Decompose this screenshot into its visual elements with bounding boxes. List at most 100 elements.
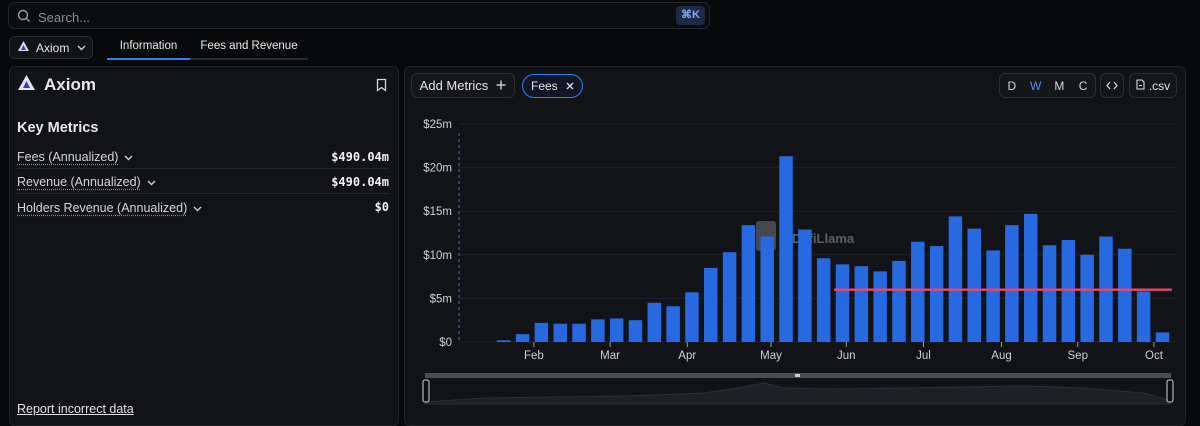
fee-bar[interactable]	[911, 241, 925, 342]
plus-icon	[496, 78, 506, 93]
x-tick-label: Apr	[678, 350, 696, 362]
fee-bar[interactable]	[591, 319, 605, 342]
x-tick-label: Feb	[524, 350, 544, 362]
metric-value: $490.04m	[331, 149, 389, 164]
granularity-selector[interactable]: D W M C	[999, 73, 1096, 98]
x-tick-label: Oct	[1145, 350, 1164, 362]
search-bar[interactable]: ⌘K	[8, 2, 710, 29]
fee-bar[interactable]	[779, 156, 793, 342]
fee-bar[interactable]	[572, 323, 586, 342]
bookmark-icon[interactable]	[376, 78, 387, 95]
granularity-weekly[interactable]: W	[1029, 78, 1042, 93]
fee-bar[interactable]	[1061, 239, 1076, 342]
add-metrics-button[interactable]: Add Metrics	[411, 73, 515, 98]
fee-bar[interactable]	[1023, 213, 1038, 342]
project-selector[interactable]: Axiom	[9, 36, 93, 59]
fee-bar[interactable]	[553, 323, 567, 342]
fee-bar[interactable]	[685, 292, 699, 342]
fee-bar[interactable]	[1136, 291, 1151, 342]
chevron-down-icon	[77, 43, 86, 53]
chip-label: Fees	[531, 79, 558, 93]
fee-bar[interactable]	[816, 258, 831, 342]
metric-row-revenue[interactable]: Revenue (Annualized) $490.04m	[17, 170, 389, 194]
metric-label[interactable]: Fees (Annualized)	[17, 150, 119, 164]
close-icon[interactable]	[566, 79, 574, 93]
fee-bar[interactable]	[948, 216, 963, 342]
fee-bar[interactable]	[534, 322, 549, 342]
metric-value: $0	[374, 200, 389, 214]
y-tick-label: $25m	[423, 119, 452, 131]
y-tick-label: $5m	[430, 293, 452, 305]
chevron-down-icon[interactable]	[124, 153, 133, 163]
metric-value: $490.04m	[331, 174, 389, 189]
search-shortcut-badge: ⌘K	[676, 6, 705, 25]
metric-row-fees[interactable]: Fees (Annualized) $490.04m	[17, 145, 389, 169]
x-tick-label: Aug	[991, 350, 1011, 362]
file-icon	[1136, 78, 1145, 93]
fee-bar[interactable]	[1080, 254, 1094, 342]
code-icon	[1106, 78, 1118, 93]
fee-bar[interactable]	[967, 228, 982, 342]
range-overview-area	[424, 382, 1172, 405]
fees-metric-chip[interactable]: Fees	[522, 74, 583, 98]
metric-label[interactable]: Revenue (Annualized)	[17, 175, 141, 189]
key-metrics-heading: Key Metrics	[17, 120, 99, 136]
y-tick-label: $15m	[423, 206, 452, 218]
fee-bar[interactable]	[929, 246, 944, 342]
project-selector-label: Axiom	[36, 40, 70, 55]
fee-bar[interactable]	[835, 264, 850, 342]
chevron-down-icon[interactable]	[147, 178, 156, 188]
fee-bar[interactable]	[1155, 332, 1170, 342]
csv-download-button[interactable]: .csv	[1129, 73, 1177, 98]
y-tick-label: $0	[439, 337, 452, 349]
x-tick-label: Jul	[916, 350, 931, 362]
fee-bar[interactable]	[704, 267, 718, 342]
x-tick-label: Mar	[600, 350, 620, 362]
project-info-panel	[9, 66, 399, 426]
range-slider-right-handle[interactable]	[1166, 379, 1174, 403]
tab-fees-and-revenue[interactable]: Fees and Revenue	[200, 40, 298, 52]
fee-bar[interactable]	[798, 229, 812, 342]
project-title: Axiom	[17, 74, 96, 96]
x-tick-label: Jun	[837, 350, 856, 362]
axiom-logo-icon	[17, 40, 30, 55]
chevron-down-icon[interactable]	[193, 204, 202, 214]
granularity-cumulative[interactable]: C	[1078, 78, 1088, 93]
report-incorrect-data-link[interactable]: Report incorrect data	[17, 402, 134, 416]
fee-bar[interactable]	[515, 334, 530, 342]
tab-information[interactable]: Information	[107, 36, 190, 60]
x-tick-label: Sep	[1068, 350, 1088, 362]
x-tick-label: May	[760, 350, 782, 362]
fee-bar[interactable]	[760, 236, 774, 342]
range-slider-left-handle[interactable]	[422, 379, 430, 403]
fee-bar[interactable]	[892, 260, 906, 342]
add-metrics-label: Add Metrics	[419, 78, 489, 93]
y-tick-label: $20m	[423, 163, 452, 175]
metric-row-holders-revenue[interactable]: Holders Revenue (Annualized) $0	[17, 195, 389, 219]
axiom-logo-icon	[17, 74, 36, 96]
fee-bar[interactable]	[1042, 245, 1057, 342]
fee-bar[interactable]	[1005, 225, 1019, 342]
fee-bar[interactable]	[873, 271, 887, 342]
fee-bar[interactable]	[609, 318, 624, 342]
metric-label[interactable]: Holders Revenue (Annualized)	[17, 200, 188, 215]
fee-bar[interactable]	[854, 266, 869, 342]
granularity-daily[interactable]: D	[1007, 78, 1017, 93]
tab-bar: Information Fees and Revenue	[107, 36, 308, 60]
fees-bar-chart: $0$5m$10m$15m$20m$25m DefiLlama Feb Mar Ap…	[422, 119, 1176, 405]
fee-bar[interactable]	[722, 252, 737, 342]
granularity-monthly[interactable]: M	[1054, 78, 1065, 93]
range-slider-grip-icon[interactable]	[795, 374, 800, 377]
fee-bar[interactable]	[666, 306, 680, 342]
fee-bar[interactable]	[1118, 248, 1132, 342]
search-input[interactable]	[36, 7, 640, 27]
search-icon	[17, 9, 31, 26]
fee-bar[interactable]	[628, 320, 643, 342]
fee-bar[interactable]	[986, 250, 1000, 342]
fee-bar[interactable]	[741, 225, 756, 342]
embed-button[interactable]	[1100, 73, 1124, 98]
y-tick-label: $10m	[423, 250, 452, 262]
csv-label: .csv	[1148, 78, 1171, 93]
fee-bar[interactable]	[497, 340, 511, 342]
fee-bar[interactable]	[647, 302, 662, 342]
